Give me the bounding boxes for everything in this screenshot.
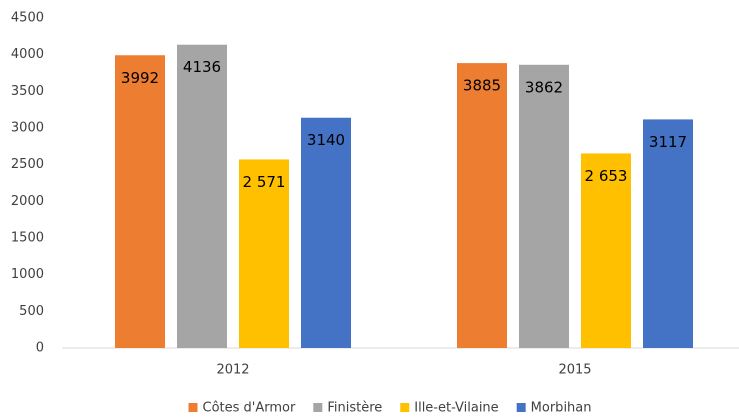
data-label: 2 571 (243, 173, 286, 191)
legend-swatch (400, 403, 410, 412)
legend-label: Morbihan (531, 401, 592, 416)
data-label: 2 653 (585, 167, 628, 185)
y-tick-label: 2500 (11, 157, 44, 172)
y-tick-label: 1500 (11, 231, 44, 246)
legend-swatch (516, 403, 526, 412)
y-tick-label: 4500 (11, 11, 44, 26)
y-tick-label: 4000 (11, 47, 44, 62)
y-tick-label: 3500 (11, 84, 44, 99)
data-label: 3140 (307, 131, 345, 149)
bar (519, 64, 569, 348)
y-tick-label: 500 (19, 304, 44, 319)
x-tick-label: 2012 (216, 363, 249, 378)
legend-label: Finistère (327, 401, 382, 416)
legend-label: Ille-et-Vilaine (414, 401, 498, 416)
legend-swatch (188, 403, 198, 412)
bar (457, 63, 507, 348)
bar (115, 55, 165, 349)
bar (301, 117, 351, 348)
bar (643, 119, 693, 348)
x-tick-label: 2015 (558, 363, 591, 378)
bar (581, 153, 631, 348)
data-label: 4136 (183, 58, 221, 76)
data-label: 3885 (463, 77, 501, 95)
data-label: 3862 (525, 78, 563, 96)
bar (239, 159, 289, 348)
legend-swatch (313, 403, 323, 412)
legend-label: Côtes d'Armor (203, 401, 296, 416)
y-tick-label: 0 (36, 341, 44, 356)
bar (177, 44, 227, 349)
y-tick-label: 1000 (11, 267, 44, 282)
data-label: 3992 (121, 69, 159, 87)
data-label: 3117 (649, 133, 687, 151)
y-tick-label: 2000 (11, 194, 44, 209)
y-tick-label: 3000 (11, 121, 44, 136)
